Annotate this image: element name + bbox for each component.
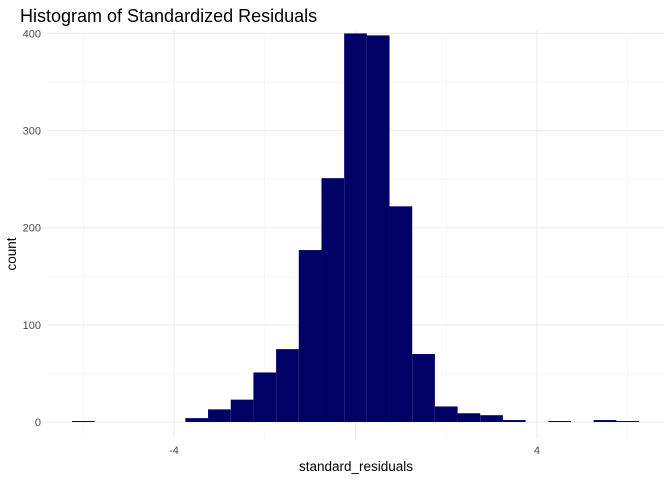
bars — [71, 33, 640, 423]
histogram-bar — [616, 421, 640, 422]
y-tick-labels: 0 100 200 300 400 — [23, 28, 41, 429]
histogram-bar — [366, 35, 390, 422]
histogram-bar — [434, 406, 458, 422]
histogram-bar — [502, 420, 526, 422]
x-tick-label: 4 — [534, 445, 540, 457]
y-tick-label: 400 — [23, 28, 41, 40]
histogram-bar — [230, 399, 254, 422]
y-tick-label: 0 — [35, 417, 41, 429]
histogram-bar — [253, 372, 277, 422]
histogram-bar — [412, 354, 435, 422]
x-tick-labels: -4 4 — [169, 445, 540, 457]
chart-title: Histogram of Standardized Residuals — [20, 6, 317, 26]
histogram-bar — [185, 418, 209, 422]
histogram-bar — [71, 421, 95, 422]
y-axis-title: count — [4, 237, 19, 270]
x-tick-label: -4 — [169, 445, 179, 457]
histogram-bar — [208, 409, 231, 422]
histogram-bar — [593, 420, 617, 422]
y-tick-label: 300 — [23, 126, 41, 138]
histogram-bar — [321, 178, 345, 422]
histogram-bar — [548, 421, 571, 422]
histogram-bar — [480, 415, 503, 422]
histogram-bar — [298, 250, 322, 422]
histogram-bar — [389, 206, 413, 422]
y-tick-label: 100 — [23, 320, 41, 332]
histogram-bar — [344, 33, 367, 423]
x-axis-title: standard_residuals — [299, 459, 413, 474]
histogram-bar — [276, 349, 299, 422]
histogram-bar — [457, 413, 481, 422]
y-tick-label: 200 — [23, 223, 41, 235]
